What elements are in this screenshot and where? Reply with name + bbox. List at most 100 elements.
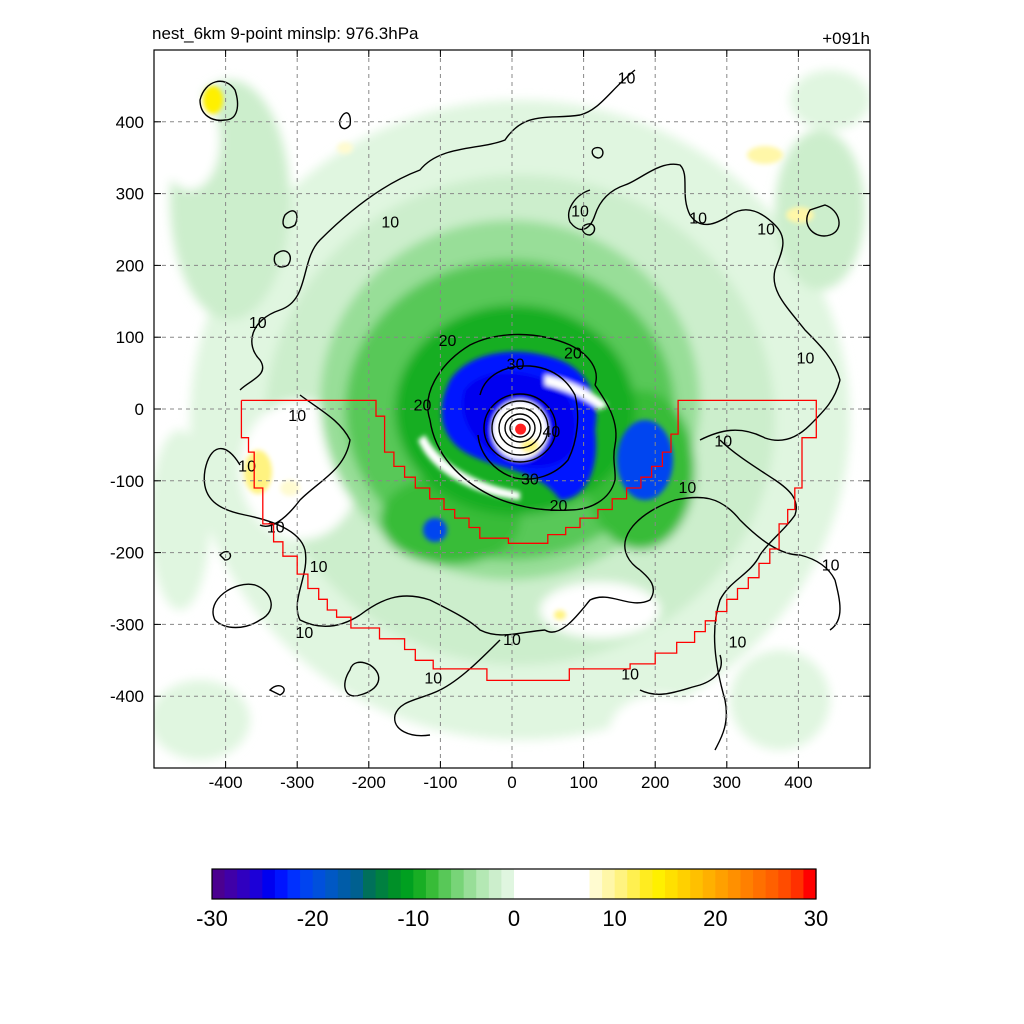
- colorbar-swatch: [312, 869, 326, 899]
- swath-boundary: [240, 399, 817, 682]
- contour-label: 10: [503, 632, 521, 649]
- colorbar-swatch: [539, 869, 553, 899]
- contour-label: 10: [822, 558, 840, 575]
- colorbar-swatch: [501, 869, 515, 899]
- colorbar-swatch: [350, 869, 364, 899]
- colorbar-swatch: [740, 869, 754, 899]
- colorbar-swatch: [652, 869, 666, 899]
- colorbar-swatch: [778, 869, 792, 899]
- forecast-hour-label: +091h: [822, 29, 870, 48]
- colorbar-tick-label: -30: [196, 906, 228, 931]
- colorbar-swatch: [375, 869, 389, 899]
- y-tick-label: -200: [110, 544, 144, 563]
- y-tick-label: -300: [110, 615, 144, 634]
- y-tick-label: 300: [116, 185, 144, 204]
- colorbar-swatch: [287, 869, 301, 899]
- colorbar-swatch: [463, 869, 477, 899]
- contour-label: 10: [571, 204, 589, 221]
- contour-label: 10: [310, 559, 328, 576]
- colorbar-swatch: [702, 869, 716, 899]
- colorbar-swatch: [753, 869, 767, 899]
- contour-label: 20: [564, 346, 582, 363]
- shaded-field: [154, 50, 870, 768]
- x-tick-label: -200: [352, 773, 386, 792]
- colorbar-swatch: [627, 869, 641, 899]
- colorbar-swatch: [514, 869, 528, 899]
- contour-label: 10: [689, 211, 707, 228]
- colorbar-frame: [211, 868, 817, 900]
- contour-label: 20: [439, 333, 457, 350]
- contour-label: 10: [679, 480, 697, 497]
- contour-label: 10: [618, 71, 636, 88]
- contour-label: 20: [550, 498, 568, 515]
- x-tick-label: 300: [713, 773, 741, 792]
- colorbar-tick-label: 10: [602, 906, 626, 931]
- x-tick-label: 100: [569, 773, 597, 792]
- contour-label: 10: [295, 625, 313, 642]
- x-tick-label: 200: [641, 773, 669, 792]
- x-tick-label: 0: [507, 773, 516, 792]
- colorbar-swatch: [274, 869, 289, 899]
- colorbar-swatch: [564, 869, 578, 899]
- y-tick-label: 0: [135, 400, 144, 419]
- colorbar-swatch: [224, 869, 238, 899]
- storm-center-marker: [515, 423, 527, 435]
- contour-label: 40: [542, 424, 560, 441]
- colorbar-swatch: [727, 869, 742, 899]
- contour-label: 10: [238, 458, 256, 475]
- contour-label: 10: [249, 315, 267, 332]
- colorbar-swatch: [690, 869, 704, 899]
- colorbar-swatch: [790, 869, 805, 899]
- x-tick-label: -400: [209, 773, 243, 792]
- colorbar-tick-label: 20: [703, 906, 727, 931]
- colorbar-swatch: [765, 869, 779, 899]
- contour-label: 10: [381, 214, 399, 231]
- colorbar-tick-label: 30: [804, 906, 828, 931]
- y-axis: 400 300 200 100 0 -100 -200 -300 -400: [110, 113, 870, 706]
- colorbar-swatch: [639, 869, 654, 899]
- colorbar-swatch: [677, 869, 691, 899]
- y-tick-label: 200: [116, 256, 144, 275]
- colorbar-swatch: [551, 869, 565, 899]
- colorbar-swatch: [300, 869, 314, 899]
- colorbar-swatch: [614, 869, 628, 899]
- y-tick-label: -100: [110, 472, 144, 491]
- contour-labels: 10 10 10 10 10 10 10 10 10 10 10 10 10 10 10 10 10 10 10 20…: [238, 71, 840, 688]
- colorbar-swatch: [589, 869, 603, 899]
- colorbar-swatch: [325, 869, 339, 899]
- x-tick-label: 400: [784, 773, 812, 792]
- colorbar-swatch: [715, 869, 729, 899]
- colorbar-swatch: [665, 869, 679, 899]
- contour-label: 10: [757, 222, 775, 239]
- colorbar-swatch: [363, 869, 377, 899]
- chart-title: nest_6km 9-point minslp: 976.3hPa: [152, 24, 419, 43]
- contour-label: 30: [507, 356, 525, 373]
- contour-label: 30: [521, 471, 539, 488]
- contour-label: 10: [424, 670, 442, 687]
- contour-label: 10: [797, 351, 815, 368]
- colorbar-swatch: [526, 869, 540, 899]
- x-tick-label: -300: [280, 773, 314, 792]
- y-tick-label: -400: [110, 687, 144, 706]
- colorbar-swatch: [451, 869, 465, 899]
- colorbar-swatch: [576, 869, 591, 899]
- colorbar-swatch: [388, 869, 402, 899]
- contour-label: 10: [267, 519, 285, 536]
- colorbar-tick-label: 0: [508, 906, 520, 931]
- colorbar-swatch: [488, 869, 503, 899]
- colorbar-swatch: [237, 869, 251, 899]
- colorbar-swatch: [337, 869, 352, 899]
- colorbar-swatch: [400, 869, 414, 899]
- contour-label: 10: [729, 634, 747, 651]
- colorbar-tick-label: -20: [297, 906, 329, 931]
- y-tick-label: 400: [116, 113, 144, 132]
- colorbar-swatch: [476, 869, 490, 899]
- colorbar-swatch: [212, 869, 226, 899]
- contour-label: 10: [714, 433, 732, 450]
- contour-label: 10: [621, 667, 639, 684]
- colorbar: -30 -20 -10 0 10 20 30: [196, 868, 828, 931]
- colorbar-swatch: [425, 869, 440, 899]
- colorbar-swatch: [803, 869, 817, 899]
- colorbar-swatch: [602, 869, 616, 899]
